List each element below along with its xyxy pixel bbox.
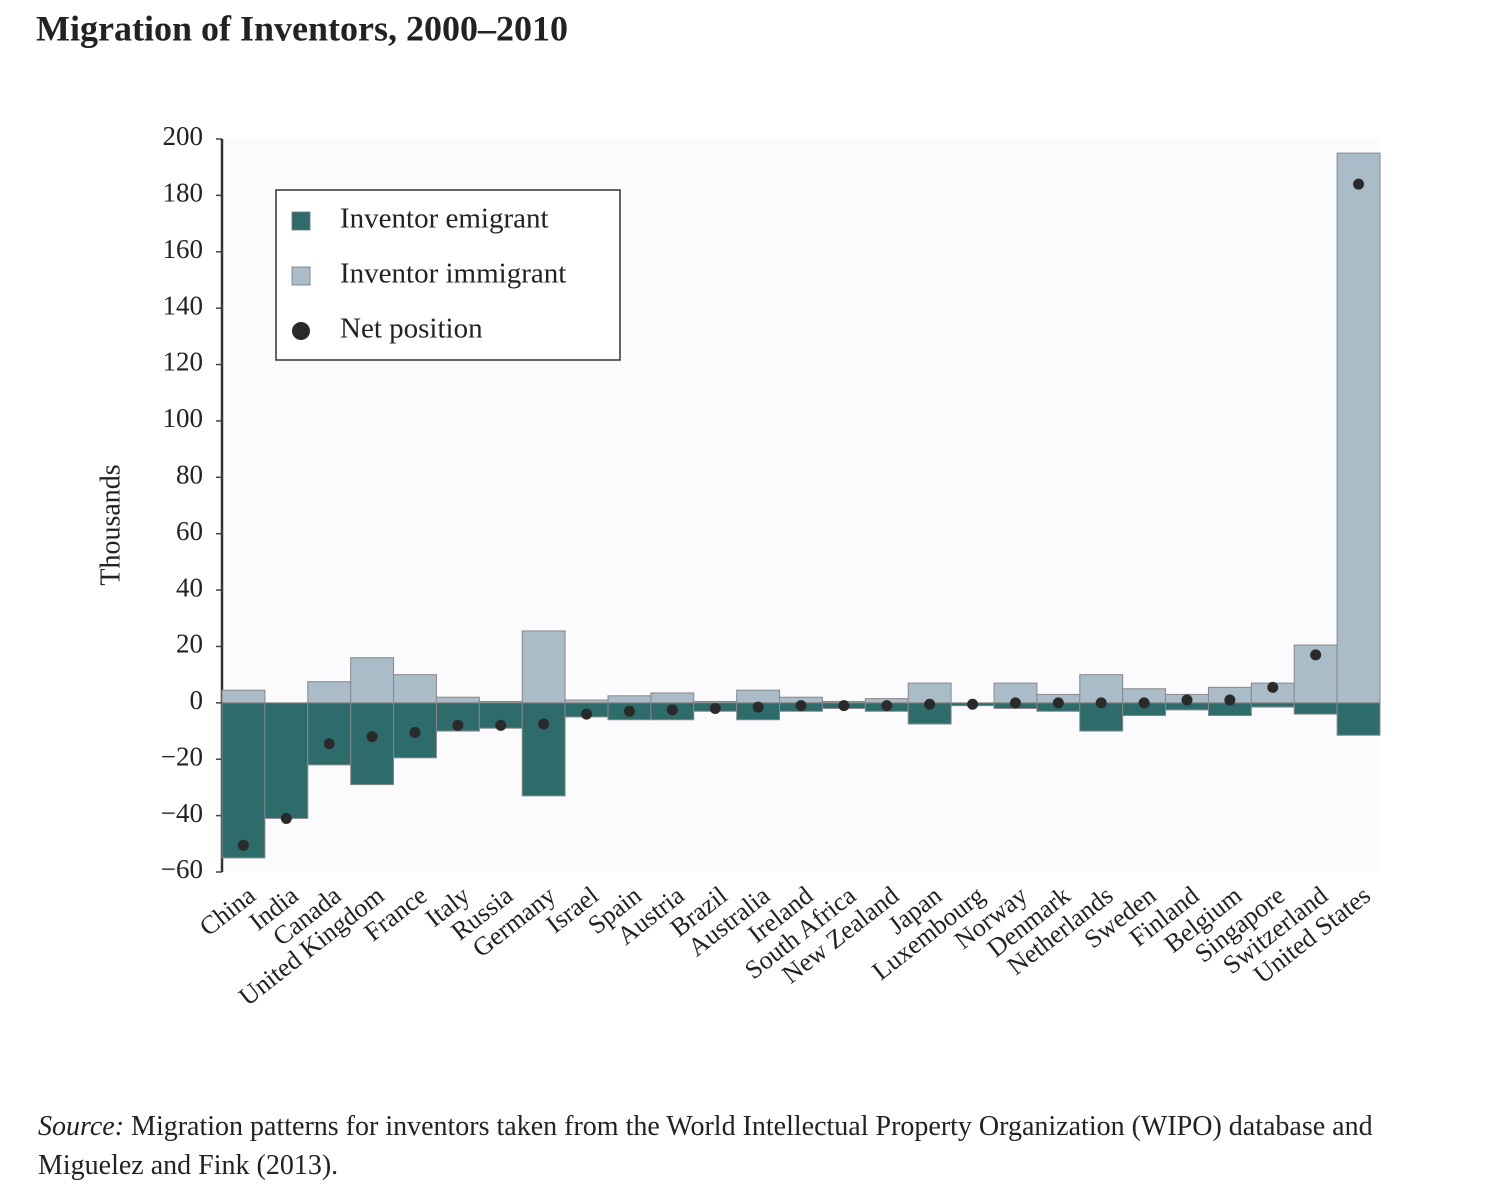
source-note: Source: Migration patterns for inventors… [38, 1107, 1458, 1185]
bar [1336, 702, 1381, 736]
net-dot [881, 700, 893, 712]
y-tick-label: −40 [161, 798, 203, 828]
y-tick-label: 0 [190, 685, 204, 715]
net-dot [1052, 697, 1064, 709]
bar [736, 689, 781, 704]
net-dot [623, 705, 635, 717]
bar [1250, 702, 1295, 708]
net-dot [1095, 697, 1107, 709]
net-dot [366, 731, 378, 743]
net-dot [452, 719, 464, 731]
bar [607, 695, 652, 704]
bar [435, 696, 480, 704]
y-tick-label: −20 [161, 741, 203, 771]
y-tick-label: 180 [163, 178, 204, 208]
bar [393, 674, 437, 704]
chart-title: Migration of Inventors, 2000–2010 [36, 8, 568, 48]
y-tick-label: 40 [176, 572, 203, 602]
bar [221, 689, 266, 704]
net-dot [709, 702, 721, 714]
net-dot [1224, 694, 1236, 706]
net-dot [795, 700, 807, 712]
y-tick-label: 120 [163, 347, 204, 377]
bar [650, 692, 695, 704]
legend-swatch [292, 322, 310, 340]
net-dot [1353, 178, 1365, 190]
bar [350, 702, 395, 786]
net-dot [1009, 697, 1021, 709]
net-dot [752, 701, 764, 713]
y-tick-label: 60 [176, 516, 203, 546]
legend-swatch [291, 211, 311, 231]
y-tick-label: −60 [161, 854, 203, 884]
bar [521, 702, 566, 797]
net-dot [1310, 649, 1322, 661]
net-dot [323, 738, 335, 750]
y-tick-label: 200 [163, 121, 204, 151]
net-dot [409, 726, 421, 738]
legend-label: Inventor emigrant [340, 203, 549, 235]
legend-box [275, 189, 621, 361]
legend-swatch [291, 266, 311, 286]
y-axis-label: Thousands [95, 464, 126, 585]
net-dot [924, 698, 936, 710]
y-tick-label: 160 [163, 234, 204, 264]
bar [307, 681, 352, 704]
source-text: Migration patterns for inventors taken f… [38, 1111, 1373, 1181]
net-dot [280, 812, 292, 824]
legend-label: Net position [340, 313, 483, 345]
net-dot [666, 704, 678, 716]
legend-label: Inventor immigrant [340, 258, 566, 290]
net-dot [495, 719, 507, 731]
bar [350, 657, 395, 704]
net-dot [1181, 694, 1193, 706]
y-tick-label: 100 [163, 403, 204, 433]
bar [521, 630, 566, 704]
y-tick-label: 20 [176, 629, 203, 659]
bar [1336, 152, 1381, 704]
net-dot [967, 698, 979, 710]
source-label: Source: [38, 1111, 125, 1142]
bar [307, 702, 352, 766]
bar [1293, 702, 1338, 715]
net-dot [538, 718, 550, 730]
net-dot [1138, 697, 1150, 709]
net-dot [237, 839, 249, 851]
net-dot [581, 708, 593, 720]
bar [221, 702, 266, 859]
bar [264, 702, 309, 819]
chart: Migration of Inventors, 2000–2010 Thousa… [36, 8, 1381, 1011]
y-tick-label: 140 [163, 290, 204, 320]
net-dot [838, 700, 850, 712]
y-tick-label: 80 [176, 460, 203, 490]
net-dot [1267, 681, 1279, 693]
